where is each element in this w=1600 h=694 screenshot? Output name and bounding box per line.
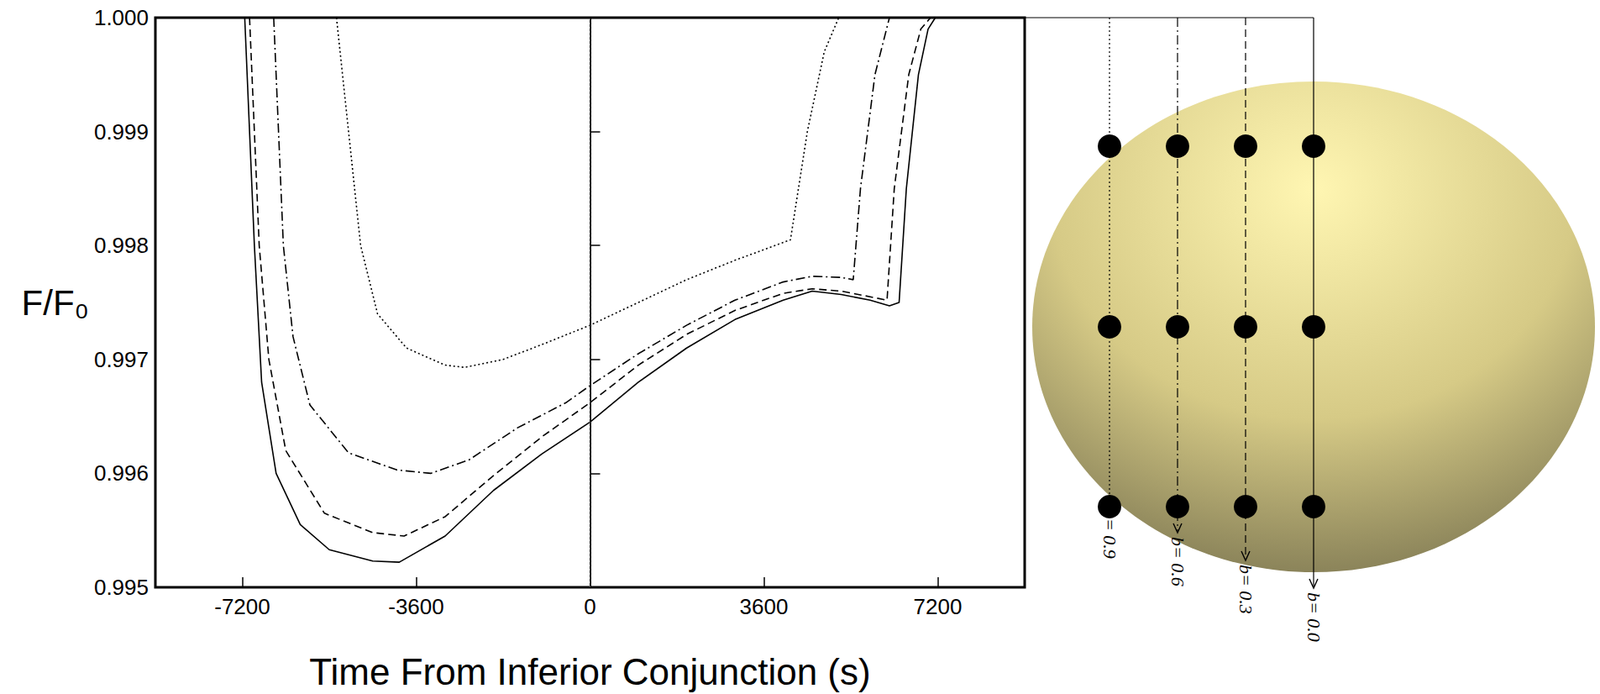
svg-text:b= 0.6: b= 0.6 [1167,536,1189,587]
svg-text:-3600: -3600 [388,593,445,620]
svg-text:0.999: 0.999 [94,119,149,145]
svg-text:0.996: 0.996 [94,460,149,486]
svg-text:0.998: 0.998 [94,232,149,258]
svg-text:Time From Inferior Conjunction: Time From Inferior Conjunction (s) [309,650,871,693]
svg-text:b= 0.9: b= 0.9 [1099,508,1121,559]
svg-text:0: 0 [583,593,596,620]
svg-text:b= 0.0: b= 0.0 [1303,592,1325,642]
svg-text:1.000: 1.000 [94,5,149,31]
svg-text:0.997: 0.997 [94,346,149,373]
svg-text:0.995: 0.995 [94,574,149,600]
svg-text:F/F₀: F/F₀ [21,283,90,323]
svg-text:b= 0.3: b= 0.3 [1235,564,1257,614]
svg-text:3600: 3600 [739,593,789,620]
svg-text:-7200: -7200 [214,593,271,620]
svg-text:7200: 7200 [913,593,963,620]
